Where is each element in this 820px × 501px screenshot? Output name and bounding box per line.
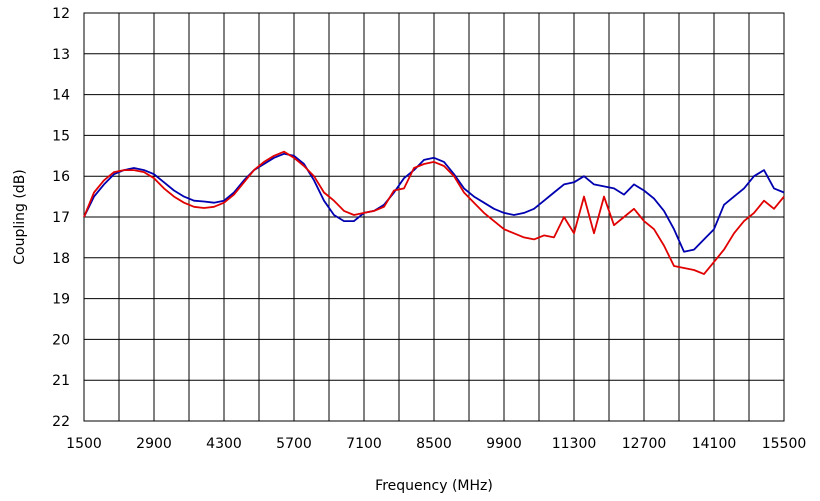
series-line-red — [83, 150, 785, 276]
y-tick-label: 13 — [52, 47, 70, 63]
y-tick-label: 22 — [52, 414, 70, 430]
y-axis-ticks: 12 13 14 15 16 17 18 19 20 21 22 — [52, 6, 70, 430]
x-tick-label: 15500 — [762, 436, 807, 452]
y-tick-label: 14 — [52, 88, 70, 104]
data-series — [83, 150, 785, 276]
series-line-blue — [83, 152, 785, 253]
y-tick-label: 18 — [52, 251, 70, 267]
y-tick-label: 19 — [52, 292, 70, 308]
x-tick-label: 12700 — [622, 436, 667, 452]
y-tick-label: 21 — [52, 373, 70, 389]
x-axis-ticks: 1500 2900 4300 5700 7100 8500 9900 11300 12700 14… — [66, 436, 806, 452]
y-tick-label: 16 — [52, 169, 70, 185]
y-tick-label: 20 — [52, 332, 70, 348]
x-tick-label: 7100 — [346, 436, 382, 452]
x-tick-label: 1500 — [66, 436, 102, 452]
y-tick-label: 15 — [52, 128, 70, 144]
x-tick-label: 8500 — [416, 436, 452, 452]
x-tick-label: 14100 — [692, 436, 737, 452]
x-tick-label: 11300 — [552, 436, 597, 452]
y-axis-title: Coupling (dB) — [12, 169, 28, 265]
x-tick-label: 4300 — [206, 436, 242, 452]
y-tick-label: 17 — [52, 210, 70, 226]
x-tick-label: 2900 — [136, 436, 172, 452]
y-tick-label: 12 — [52, 6, 70, 22]
x-tick-label: 9900 — [486, 436, 522, 452]
x-axis-title: Frequency (MHz) — [375, 478, 493, 494]
grid-lines — [83, 12, 785, 422]
x-tick-label: 5700 — [276, 436, 312, 452]
